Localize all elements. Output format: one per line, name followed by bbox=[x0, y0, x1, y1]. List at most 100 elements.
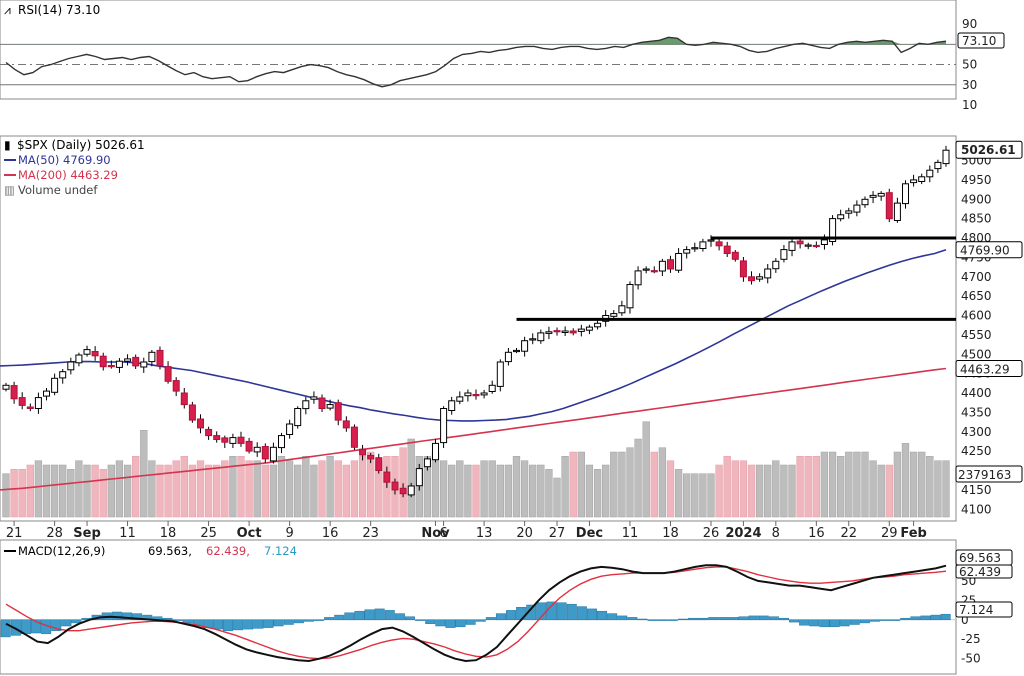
candle bbox=[375, 453, 383, 474]
volume-bar bbox=[326, 456, 334, 518]
volume-bar bbox=[67, 469, 75, 518]
macd-y-tick: -25 bbox=[961, 632, 981, 646]
volume-bar bbox=[180, 456, 188, 518]
candle bbox=[480, 389, 488, 399]
candle-body bbox=[529, 338, 537, 341]
rsi-legend: ⩘ RSI(14) 73.10 bbox=[4, 3, 100, 17]
candle-body bbox=[164, 366, 172, 382]
volume-bar bbox=[828, 451, 837, 518]
macd-histogram-bar bbox=[283, 619, 294, 625]
candle-body bbox=[804, 244, 812, 247]
macd-histogram-bar bbox=[364, 609, 375, 621]
candle-body bbox=[918, 176, 926, 183]
candle-body bbox=[391, 481, 399, 491]
candle-body bbox=[99, 355, 107, 368]
macd-histogram-bar bbox=[849, 619, 860, 625]
candle bbox=[804, 242, 812, 250]
volume-bar bbox=[593, 469, 602, 518]
candle bbox=[180, 388, 188, 409]
candle-body bbox=[553, 330, 561, 333]
macd-histogram-bar bbox=[374, 608, 385, 621]
volume-bar bbox=[909, 451, 918, 518]
candle bbox=[164, 361, 172, 384]
macd-histogram-bar bbox=[556, 602, 567, 621]
macd-histogram-bar bbox=[445, 619, 456, 628]
candle-body bbox=[148, 351, 156, 363]
ma50-last-value: 4769.90 bbox=[960, 244, 1010, 258]
macd-histogram-bar bbox=[890, 619, 901, 621]
candle-body bbox=[934, 161, 942, 170]
candle bbox=[545, 326, 553, 340]
macd-histogram-bar bbox=[728, 617, 739, 620]
candle bbox=[650, 266, 658, 274]
macd-histogram-bar bbox=[344, 612, 355, 621]
candle bbox=[26, 403, 34, 412]
candle bbox=[148, 350, 156, 367]
macd-histogram-bar bbox=[789, 619, 800, 623]
ma200-last-value-box: 4463.29 bbox=[955, 360, 1023, 377]
candle-body bbox=[229, 437, 237, 444]
candle bbox=[269, 442, 277, 464]
x-tick-label: 13 bbox=[476, 526, 493, 541]
candle bbox=[472, 389, 480, 400]
candle-body bbox=[75, 354, 83, 364]
volume-bar bbox=[302, 456, 310, 518]
candle bbox=[432, 439, 439, 463]
candle bbox=[350, 424, 358, 450]
candle-body bbox=[561, 330, 569, 333]
price-y-tick: 4500 bbox=[961, 347, 992, 361]
candlestick-icon: ▮ bbox=[4, 138, 11, 152]
histogram-legend-value: 7.124 bbox=[264, 544, 297, 558]
candle-body bbox=[618, 305, 626, 314]
volume-bar bbox=[699, 473, 707, 518]
macd-histogram-bar bbox=[0, 619, 11, 638]
volume-bar bbox=[918, 451, 926, 518]
volume-bar bbox=[18, 469, 26, 518]
macd-histogram-bar bbox=[859, 619, 870, 624]
candle bbox=[893, 197, 901, 223]
macd-histogram-bar bbox=[404, 616, 415, 621]
ma50-legend: MA(50) 4769.90 bbox=[18, 153, 111, 167]
macd-histogram-bar bbox=[273, 619, 284, 627]
candle bbox=[877, 191, 885, 201]
price-y-tick: 4650 bbox=[961, 289, 992, 303]
volume-last-value-box: 2379163 bbox=[955, 465, 1023, 483]
candle-body bbox=[59, 371, 67, 379]
volume-bar bbox=[731, 460, 739, 518]
candle-body bbox=[464, 392, 472, 397]
candle bbox=[83, 345, 91, 357]
candle-body bbox=[456, 396, 464, 402]
candle-body bbox=[667, 259, 674, 270]
candle bbox=[124, 354, 132, 366]
ma50-last-value-box: 4769.90 bbox=[955, 241, 1023, 259]
candle bbox=[853, 200, 861, 217]
price-y-tick: 4350 bbox=[961, 405, 992, 419]
x-tick-label: Dec bbox=[576, 526, 603, 541]
rsi-panel: 9070503010 ⩘ RSI(14) 73.10 73.10 bbox=[0, 0, 1005, 112]
candle bbox=[772, 258, 780, 273]
candle-body bbox=[869, 194, 877, 198]
candle bbox=[188, 401, 196, 423]
candle-body bbox=[180, 392, 188, 406]
macd-histogram-bar bbox=[132, 613, 143, 621]
candle-body bbox=[496, 361, 504, 387]
candle-body bbox=[375, 457, 383, 472]
volume-bar bbox=[26, 464, 34, 518]
candle-body bbox=[739, 260, 747, 278]
volume-bar bbox=[456, 460, 464, 518]
price-y-tick: 4550 bbox=[961, 328, 992, 342]
candle-body bbox=[334, 402, 342, 421]
candle-body bbox=[342, 420, 350, 429]
macd-histogram-bar bbox=[212, 619, 223, 630]
macd-histogram-bar bbox=[778, 617, 789, 621]
candle bbox=[294, 406, 302, 429]
volume-bar bbox=[367, 451, 375, 518]
candle-body bbox=[926, 169, 934, 178]
macd-histogram-bar bbox=[637, 618, 648, 621]
candle bbox=[59, 369, 67, 384]
candle-body bbox=[51, 377, 59, 393]
candle-body bbox=[691, 247, 699, 250]
candle bbox=[788, 239, 796, 257]
candle-body bbox=[488, 384, 496, 392]
candle-body bbox=[423, 458, 431, 468]
